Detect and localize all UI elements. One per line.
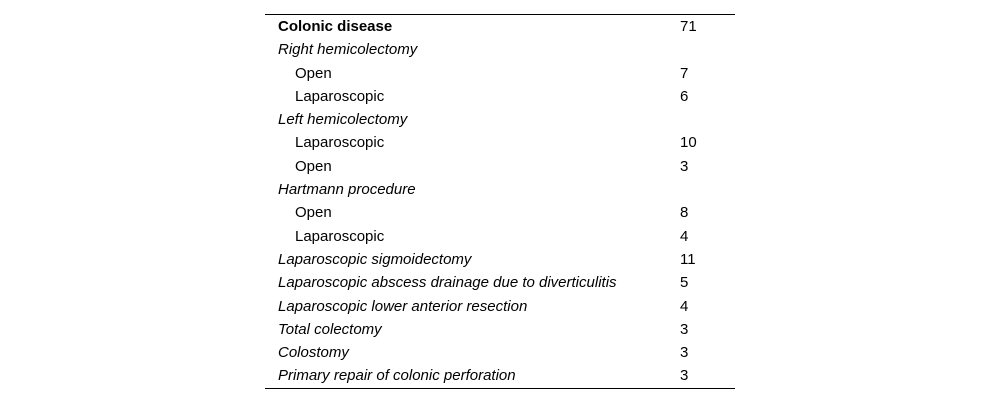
table-row: Laparoscopic 10: [265, 131, 735, 154]
table-row: Primary repair of colonic perforation 3: [265, 364, 735, 387]
row-value: 4: [680, 297, 689, 315]
table-row: Open 8: [265, 201, 735, 224]
row-value: 3: [680, 320, 689, 338]
row-label: Laparoscopic: [295, 134, 385, 152]
table-row: Total colectomy 3: [265, 318, 735, 341]
row-label: Hartmann procedure: [278, 181, 416, 199]
row-label: Total colectomy: [278, 320, 382, 338]
row-label: Laparoscopic abscess drainage due to div…: [278, 274, 617, 292]
row-value: 3: [680, 157, 689, 175]
row-label: Colostomy: [278, 344, 349, 362]
row-value: 71: [680, 18, 697, 35]
row-label: Open: [295, 204, 332, 222]
row-value: 6: [680, 87, 689, 105]
table-row: Colostomy 3: [265, 341, 735, 364]
table-row: Laparoscopic 6: [265, 85, 735, 108]
row-value: 8: [680, 204, 689, 222]
row-label: Laparoscopic: [295, 87, 385, 105]
row-value: 11: [680, 250, 696, 268]
row-label: Laparoscopic lower anterior resection: [278, 297, 528, 315]
row-label: Right hemicolectomy: [278, 41, 418, 59]
row-label: Laparoscopic: [295, 227, 385, 245]
row-label: Primary repair of colonic perforation: [278, 367, 516, 385]
table-row: Open 7: [265, 62, 735, 85]
table-row: Right hemicolectomy: [265, 38, 735, 61]
table-row: Colonic disease 71: [265, 15, 735, 38]
table-row: Laparoscopic sigmoidectomy 11: [265, 248, 735, 271]
row-label: Colonic disease: [278, 18, 393, 35]
table-row: Laparoscopic lower anterior resection 4: [265, 295, 735, 318]
row-value: 10: [680, 134, 697, 152]
row-value: 7: [680, 64, 689, 82]
procedures-table: Colonic disease 71 Right hemicolectomy O…: [265, 14, 735, 389]
row-label: Left hemicolectomy: [278, 111, 408, 129]
table-row: Laparoscopic 4: [265, 225, 735, 248]
row-value: 4: [680, 227, 689, 245]
row-label: Open: [295, 157, 332, 175]
table-row: Left hemicolectomy: [265, 108, 735, 131]
row-label: Laparoscopic sigmoidectomy: [278, 250, 472, 268]
table-row: Open 3: [265, 155, 735, 178]
row-value: 3: [680, 344, 689, 362]
table-row: Laparoscopic abscess drainage due to div…: [265, 271, 735, 294]
table-row: Hartmann procedure: [265, 178, 735, 201]
row-value: 5: [680, 274, 689, 292]
row-value: 3: [680, 367, 689, 385]
row-label: Open: [295, 64, 332, 82]
